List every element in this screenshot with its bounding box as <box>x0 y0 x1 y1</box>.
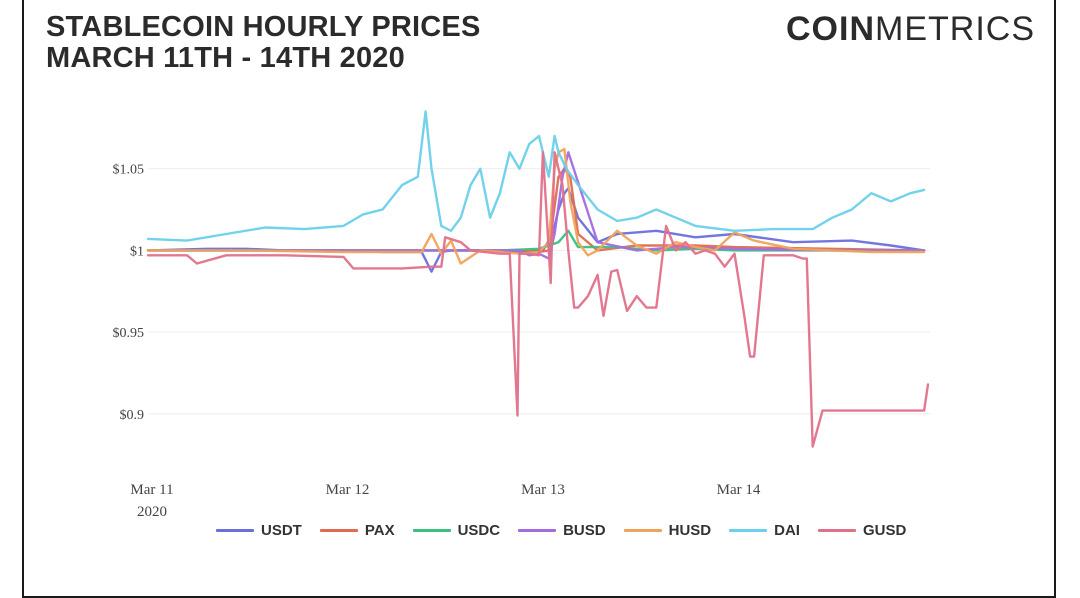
legend-swatch <box>817 529 856 532</box>
legend-swatch <box>518 529 557 532</box>
chart-frame <box>22 0 1056 598</box>
legend-label: USDT <box>261 522 302 539</box>
brand-logo: COINMETRICS <box>786 10 1035 49</box>
legend-item-dai[interactable]: DAI <box>729 522 800 539</box>
legend-swatch <box>623 529 662 532</box>
y-tick-label: $0.9 <box>120 408 145 423</box>
series-line-dai <box>146 110 926 242</box>
x-tick-label: Mar 11 <box>130 482 173 498</box>
legend-swatch <box>729 529 768 532</box>
legend-swatch <box>216 529 254 532</box>
legend-label: PAX <box>364 522 395 539</box>
y-tick-label: $1.05 <box>113 163 145 178</box>
legend-item-husd[interactable]: HUSD <box>623 522 712 539</box>
legend-item-gusd[interactable]: GUSD <box>817 522 907 539</box>
legend-item-busd[interactable]: BUSD <box>518 522 606 539</box>
x-tick-label: Mar 13 <box>521 482 565 498</box>
x-tick-label: Mar 14 <box>717 482 761 498</box>
legend-swatch <box>412 529 451 532</box>
brand-logo-bold: COIN <box>786 10 875 48</box>
chart-legend: USDT PAX USDC BUSD HUSD DAI GUSD <box>216 522 924 539</box>
legend-item-usdt[interactable]: USDT <box>216 522 302 539</box>
page-title: STABLECOIN HOURLY PRICES MARCH 11TH - 14… <box>46 12 481 74</box>
x-tick-label: Mar 12 <box>326 482 370 498</box>
title-line-1: STABLECOIN HOURLY PRICES <box>46 11 481 43</box>
y-tick-label: $1 <box>130 244 144 259</box>
legend-item-usdc[interactable]: USDC <box>412 522 501 539</box>
legend-label: USDC <box>457 522 501 539</box>
x-tick-sublabel: 2020 <box>137 504 167 520</box>
legend-label: BUSD <box>563 522 606 539</box>
legend-swatch <box>319 529 358 532</box>
title-line-2: MARCH 11TH - 14TH 2020 <box>46 42 405 74</box>
legend-label: HUSD <box>668 522 712 539</box>
series-line-gusd <box>146 151 930 448</box>
y-tick-label: $0.95 <box>113 326 145 341</box>
legend-label: GUSD <box>862 522 907 539</box>
series-line-pax <box>146 167 926 254</box>
legend-label: DAI <box>774 522 800 539</box>
brand-logo-light: METRICS <box>875 10 1035 48</box>
series-line-husd <box>146 147 926 265</box>
legend-item-pax[interactable]: PAX <box>319 522 395 539</box>
